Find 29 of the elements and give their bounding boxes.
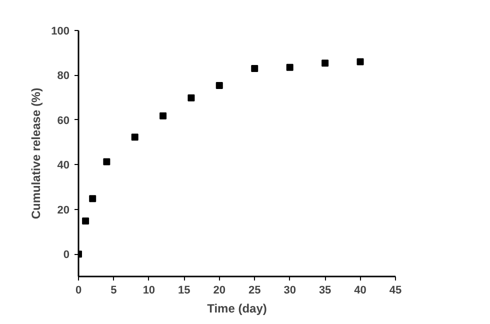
point bbox=[188, 94, 195, 102]
point bbox=[103, 158, 110, 166]
point bbox=[160, 112, 167, 120]
point bbox=[356, 58, 364, 66]
x-axis-title: Time (day) bbox=[207, 302, 267, 316]
point bbox=[82, 218, 90, 225]
x-tick-label: 25 bbox=[248, 284, 261, 296]
y-tick-label: 80 bbox=[57, 70, 70, 82]
y-tick-label: 60 bbox=[57, 114, 70, 127]
point bbox=[251, 65, 258, 72]
x-tick-label: 45 bbox=[389, 284, 402, 296]
y-axis-title: Cumulative release (%) bbox=[29, 88, 44, 220]
point bbox=[286, 64, 294, 71]
x-tick-label: 0 bbox=[75, 284, 82, 296]
point bbox=[216, 82, 223, 90]
y-tick-label: 20 bbox=[57, 204, 70, 216]
x-tick-label: 5 bbox=[110, 284, 117, 296]
x-tick-label: 20 bbox=[213, 284, 226, 296]
y-tick-label: 0 bbox=[63, 249, 70, 262]
x-tick-label: 30 bbox=[284, 284, 296, 296]
y-tick-label: 40 bbox=[57, 160, 70, 172]
point bbox=[89, 195, 96, 202]
point bbox=[131, 134, 138, 141]
x-tick-label: 15 bbox=[178, 284, 190, 296]
x-tick-label: 40 bbox=[354, 284, 366, 296]
x-tick-label: 35 bbox=[318, 284, 332, 296]
point bbox=[322, 60, 329, 67]
x-tick-label: 10 bbox=[142, 284, 156, 296]
y-tick-label: 100 bbox=[51, 26, 70, 38]
